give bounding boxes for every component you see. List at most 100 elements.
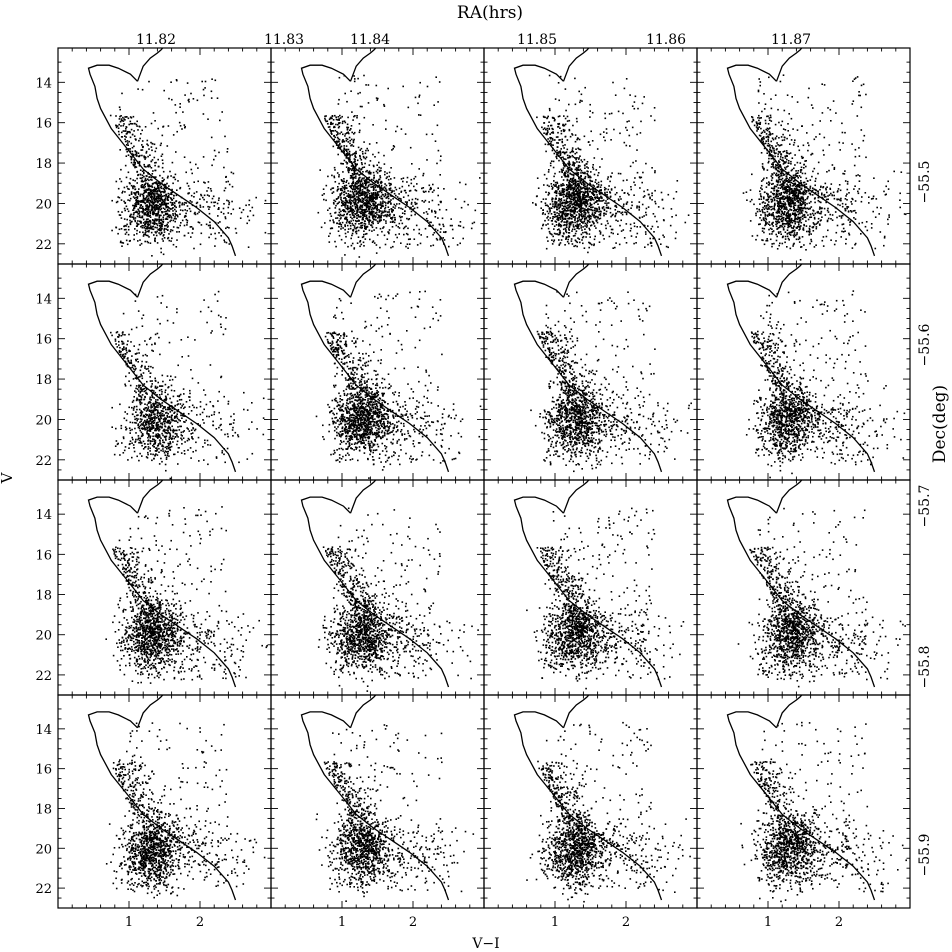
star-point	[363, 177, 365, 179]
star-point	[216, 202, 219, 205]
star-point	[353, 172, 356, 174]
star-point	[211, 78, 213, 80]
star-point	[187, 232, 190, 234]
star-point	[564, 214, 566, 216]
star-point	[385, 177, 388, 180]
star-point	[149, 210, 151, 213]
star-point	[369, 238, 371, 241]
star-point	[183, 124, 186, 126]
star-point	[583, 135, 586, 138]
star-point	[166, 216, 169, 218]
star-point	[340, 228, 342, 230]
star-point	[563, 221, 565, 223]
star-point	[370, 200, 373, 203]
star-point	[596, 182, 598, 185]
star-point	[178, 121, 181, 124]
star-point	[132, 196, 135, 198]
star-point	[339, 194, 342, 196]
star-point	[551, 188, 554, 190]
star-point	[165, 195, 167, 197]
star-point	[604, 139, 606, 142]
star-point	[553, 175, 555, 178]
star-point	[363, 194, 366, 197]
star-point	[464, 183, 467, 186]
star-point	[334, 169, 336, 171]
star-point	[176, 239, 178, 241]
star-point	[552, 240, 555, 243]
star-point	[401, 185, 404, 188]
star-point	[580, 225, 582, 227]
star-point	[585, 195, 587, 197]
star-point	[549, 217, 552, 219]
star-point	[566, 222, 568, 224]
star-point	[601, 207, 604, 210]
star-point	[584, 175, 587, 178]
star-point	[367, 191, 370, 193]
star-point	[548, 169, 550, 171]
star-point	[363, 233, 365, 236]
star-point	[414, 189, 417, 191]
star-point	[445, 209, 448, 211]
star-point	[366, 192, 368, 194]
star-point	[631, 201, 633, 203]
star-point	[420, 234, 422, 236]
star-point	[167, 196, 170, 198]
star-point	[565, 213, 568, 216]
star-point	[352, 176, 354, 179]
star-point	[127, 225, 130, 228]
star-point	[406, 217, 408, 220]
star-point	[342, 182, 345, 184]
cmd-panel	[483, 47, 698, 265]
star-point	[178, 206, 181, 208]
star-point	[573, 165, 575, 167]
star-point	[369, 212, 372, 214]
star-point	[186, 224, 188, 226]
star-point	[350, 185, 352, 187]
star-point	[348, 169, 351, 171]
star-point	[439, 174, 441, 176]
star-point	[360, 168, 363, 171]
star-point	[138, 200, 140, 202]
star-point	[583, 201, 585, 203]
star-point	[585, 236, 587, 238]
star-point	[568, 242, 570, 245]
star-point	[418, 94, 421, 97]
star-point	[580, 170, 583, 172]
star-point	[439, 237, 441, 239]
star-point	[354, 184, 356, 186]
star-point	[596, 207, 598, 210]
star-point	[350, 208, 352, 210]
star-point	[770, 151, 773, 153]
star-point	[636, 171, 639, 174]
star-point	[154, 188, 157, 190]
star-point	[634, 184, 636, 186]
star-point	[354, 78, 356, 80]
star-point	[575, 214, 578, 216]
star-point	[592, 199, 595, 201]
star-point	[349, 227, 352, 230]
star-point	[129, 223, 132, 226]
star-point	[557, 131, 559, 134]
star-point	[558, 212, 560, 215]
star-point	[789, 189, 791, 192]
star-point	[334, 207, 337, 209]
star-point	[151, 185, 153, 187]
star-point	[353, 186, 355, 189]
panel-ticks	[271, 48, 484, 264]
star-point	[379, 203, 382, 205]
star-point	[152, 112, 155, 114]
star-point	[356, 217, 358, 219]
star-point	[340, 200, 343, 202]
star-point	[145, 221, 148, 223]
star-point	[392, 216, 394, 219]
star-point	[564, 151, 567, 154]
star-point	[368, 221, 370, 223]
star-point	[442, 223, 444, 226]
star-point	[650, 228, 652, 230]
star-point	[545, 247, 548, 250]
star-point	[147, 234, 149, 237]
star-point	[643, 195, 646, 197]
star-point	[599, 233, 602, 235]
star-point	[351, 131, 353, 134]
star-point	[573, 163, 575, 166]
